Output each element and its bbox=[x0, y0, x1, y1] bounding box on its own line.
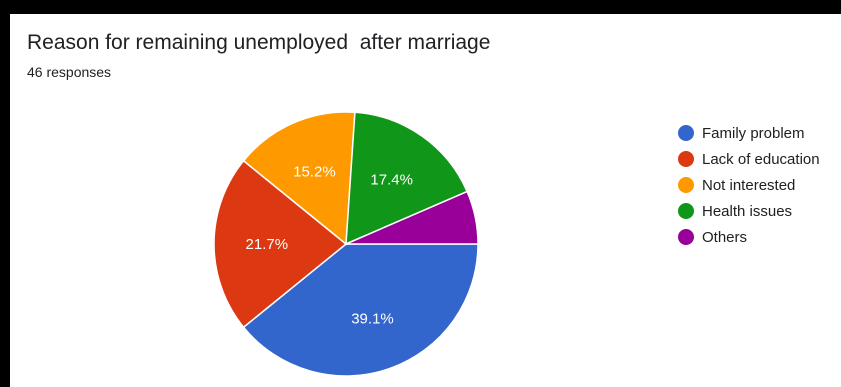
response-count: 46 responses bbox=[27, 64, 112, 80]
pie-label-family-problem: 39.1% bbox=[351, 311, 394, 328]
legend-item-others[interactable]: Others bbox=[678, 224, 820, 250]
legend-swatch bbox=[678, 125, 694, 141]
legend: Family problem Lack of education Not inter… bbox=[678, 120, 820, 250]
legend-label: Lack of education bbox=[702, 150, 820, 168]
legend-swatch bbox=[678, 177, 694, 193]
pie-slice-health-issues[interactable] bbox=[345, 111, 469, 246]
pie-label-lack-of-education: 21.7% bbox=[246, 236, 289, 253]
legend-label: Not interested bbox=[702, 176, 796, 194]
pie-label-health-issues: 17.4% bbox=[370, 171, 413, 188]
chart-title: Reason for remaining unemployed after ma… bbox=[27, 31, 491, 54]
pie-label-not-interested: 15.2% bbox=[293, 163, 336, 180]
legend-item-lack-of-education[interactable]: Lack of education bbox=[678, 146, 820, 172]
pie-slice-not-interested[interactable] bbox=[242, 111, 356, 246]
pie-chart: 39.1% 21.7% 15.2% 17.4% bbox=[213, 111, 479, 377]
legend-label: Family problem bbox=[702, 124, 805, 142]
legend-swatch bbox=[678, 151, 694, 167]
legend-item-family-problem[interactable]: Family problem bbox=[678, 120, 820, 146]
legend-swatch bbox=[678, 229, 694, 245]
legend-label: Others bbox=[702, 228, 748, 246]
legend-item-health-issues[interactable]: Health issues bbox=[678, 198, 820, 224]
chart-card: Reason for remaining unemployed after ma… bbox=[10, 14, 841, 387]
top-band bbox=[0, 0, 841, 12]
pie-slice-others[interactable] bbox=[345, 190, 479, 245]
legend-label: Health issues bbox=[702, 202, 793, 220]
pie-slice-lack-of-education[interactable] bbox=[213, 159, 348, 329]
legend-swatch bbox=[678, 203, 694, 219]
legend-item-not-interested[interactable]: Not interested bbox=[678, 172, 820, 198]
chart-frame: Reason for remaining unemployed after ma… bbox=[0, 12, 841, 387]
pie-slice-family-problem[interactable] bbox=[242, 243, 479, 377]
